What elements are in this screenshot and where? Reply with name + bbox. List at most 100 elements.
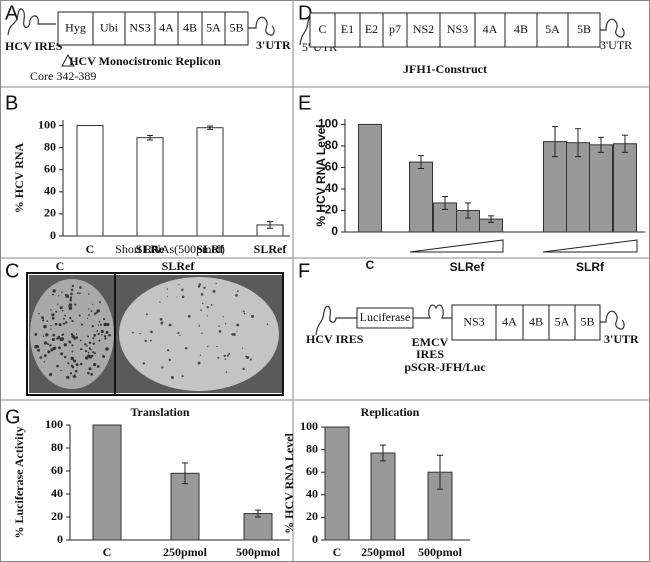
colony: [87, 371, 90, 375]
colony: [63, 343, 67, 347]
gene-label: Ubi: [100, 20, 119, 34]
y-tick-label: 20: [325, 203, 339, 217]
colony: [43, 361, 45, 363]
colony: [92, 342, 96, 345]
colony: [200, 309, 203, 312]
colony: [144, 339, 147, 342]
colony: [70, 292, 73, 296]
colony: [43, 354, 47, 357]
colony: [69, 296, 73, 299]
colony: [181, 288, 184, 292]
x-tick-label: C: [86, 242, 95, 256]
colony: [66, 375, 70, 380]
photo-label: C: [56, 259, 65, 273]
bar: [196, 127, 224, 237]
colony: [42, 319, 45, 322]
colony: [69, 372, 73, 375]
x-tick-label: SLRf: [196, 242, 224, 256]
y-tick-label: 100: [38, 117, 56, 131]
colony: [74, 303, 77, 306]
colony: [50, 309, 52, 311]
colony: [223, 354, 226, 358]
y-tick-label: 80: [306, 441, 318, 455]
construct-title: JFH1-Construct: [403, 62, 487, 76]
colony: [88, 347, 91, 350]
bar: [589, 144, 613, 233]
colony: [79, 286, 82, 289]
group-label: SLRef: [450, 260, 486, 274]
gene-box: [382, 12, 408, 48]
y-tick-label: 0: [312, 532, 318, 546]
y-axis-label: % HCV RNA Level: [282, 432, 296, 533]
colony: [249, 358, 252, 361]
colony: [43, 341, 48, 345]
y-tick-label: 40: [325, 181, 339, 195]
y-tick-label: 100: [45, 417, 63, 431]
colony: [79, 362, 83, 366]
colony: [92, 303, 94, 305]
colony: [80, 323, 84, 326]
colony: [48, 372, 53, 377]
group-label: SLRf: [576, 260, 605, 274]
colony: [68, 340, 70, 342]
colony: [77, 292, 79, 294]
colony: [241, 347, 244, 349]
colony: [63, 318, 65, 320]
ires-label: IRES: [416, 347, 444, 361]
colony: [236, 323, 240, 327]
reporter-label: Luciferase: [360, 310, 411, 324]
colony: [228, 352, 231, 355]
y-tick-label: 40: [51, 486, 63, 500]
colony: [90, 349, 92, 351]
colony: [71, 344, 74, 347]
colony: [59, 306, 63, 310]
colony: [216, 345, 218, 348]
colony: [170, 376, 174, 379]
colony: [105, 330, 109, 334]
colony: [161, 366, 164, 369]
panel-letter: E: [298, 92, 311, 114]
colony: [102, 330, 104, 333]
x-tick-label: SLRef: [254, 242, 288, 256]
bar: [243, 513, 273, 541]
colony: [88, 367, 92, 371]
gene-label: NS3: [463, 314, 484, 328]
colony: [62, 322, 66, 325]
panel-letter: C: [5, 260, 19, 282]
x-tick-label: C: [103, 545, 112, 559]
gene-label: p7: [389, 22, 401, 36]
y-tick-label: 100: [300, 419, 318, 433]
colony: [78, 314, 81, 317]
colony: [74, 369, 78, 373]
colony: [224, 358, 227, 360]
y-tick-label: 60: [51, 463, 63, 477]
colony: [61, 333, 64, 336]
colony: [218, 325, 220, 327]
bar: [76, 125, 104, 237]
colony: [91, 354, 94, 357]
utr-shape: [248, 16, 275, 36]
gene-box: [92, 11, 126, 46]
colony: [236, 330, 238, 332]
colony: [159, 318, 163, 321]
utr-label: 3'UTR: [256, 38, 291, 52]
y-axis-label: % Luciferase Activity: [12, 427, 26, 539]
y-tick-label: 40: [306, 487, 318, 501]
colony: [160, 322, 164, 325]
colony: [96, 330, 99, 332]
y-tick-label: 0: [331, 224, 338, 238]
colony: [61, 309, 64, 312]
y-tick-label: 0: [50, 228, 56, 242]
colony: [178, 284, 180, 286]
colony: [101, 334, 103, 336]
ires-label: EMCV: [412, 335, 449, 349]
x-tick-label: 500pmol: [236, 545, 281, 559]
colony: [167, 349, 170, 352]
colony: [39, 356, 43, 359]
chart-title: Replication: [361, 405, 420, 419]
colony: [235, 294, 238, 297]
colony: [212, 290, 216, 293]
colony: [69, 316, 72, 320]
colony: [51, 337, 55, 342]
colony: [86, 317, 89, 320]
